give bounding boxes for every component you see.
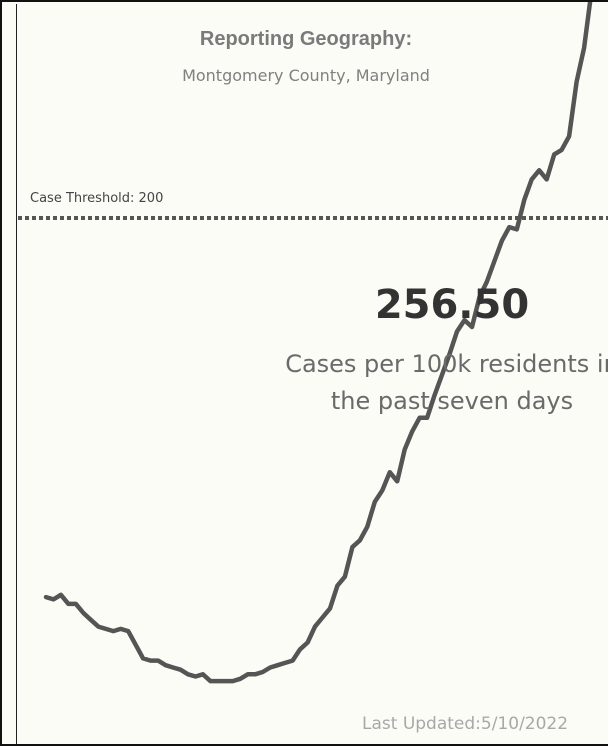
last-updated: Last Updated:5/10/2022 [362, 714, 569, 734]
kpi-value: 256.50 [374, 282, 530, 328]
geography-value: Montgomery County, Maryland [182, 66, 430, 85]
kpi-caption-line1: Cases per 100k residents in [285, 350, 608, 378]
chart-panel [16, 4, 608, 744]
series-line [43, 2, 593, 684]
threshold-label: Case Threshold: 200 [30, 191, 164, 206]
kpi-caption-line2: the past seven days [330, 387, 574, 415]
geography-label: Reporting Geography: [199, 28, 413, 50]
